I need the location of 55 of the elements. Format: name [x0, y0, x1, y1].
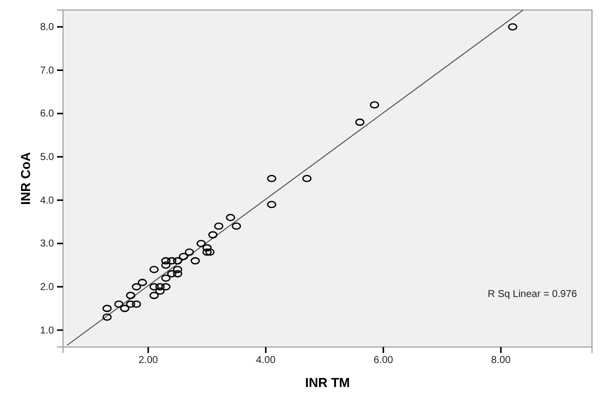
point: [149, 283, 159, 290]
point: [161, 283, 171, 290]
y-tick-label: 2.0: [40, 282, 54, 293]
point: [102, 313, 112, 321]
y-axis-title: INR CoA: [18, 152, 33, 205]
point: [126, 292, 136, 300]
point: [161, 261, 171, 269]
point: [302, 174, 312, 182]
point: [205, 248, 215, 256]
x-tick-label: 6.00: [374, 355, 394, 366]
point: [149, 266, 159, 274]
point: [267, 174, 276, 182]
y-tick-label: 3.0: [40, 238, 54, 250]
point: [226, 214, 236, 222]
point: [138, 278, 147, 286]
point: [132, 283, 142, 290]
annotation: R Sq Linear = 0.976: [488, 289, 578, 300]
y-tick-label: 8.0: [40, 22, 54, 34]
point: [208, 231, 218, 238]
point: [190, 257, 200, 264]
x-tick-label: 4.00: [256, 355, 276, 366]
x-tick-label: 2.00: [138, 355, 158, 366]
y-tick-label: 4.0: [40, 195, 54, 206]
point: [120, 304, 130, 312]
point: [126, 300, 136, 308]
point: [167, 270, 176, 278]
point: [114, 300, 124, 308]
point: [196, 240, 206, 248]
point: [102, 304, 112, 312]
point: [167, 257, 176, 264]
y-tick-label: 7.0: [40, 65, 54, 76]
point: [267, 200, 276, 208]
point: [232, 222, 242, 230]
point: [132, 300, 142, 308]
point: [508, 23, 518, 31]
point: [172, 257, 182, 264]
point: [155, 287, 165, 295]
y-tick-label: 1.0: [40, 325, 54, 336]
point: [178, 252, 188, 260]
y-tick-label: 6.0: [40, 108, 54, 120]
x-axis-title: INR TM: [305, 375, 350, 390]
point: [370, 101, 380, 109]
x-tick-label: 8.00: [491, 355, 512, 366]
point: [184, 248, 194, 256]
point: [202, 248, 212, 256]
point: [172, 270, 182, 278]
point: [172, 266, 182, 274]
point: [161, 257, 171, 264]
point: [155, 283, 165, 290]
point: [202, 244, 212, 252]
point: [161, 274, 171, 282]
point: [355, 118, 364, 126]
y-tick-label: 5.0: [40, 152, 54, 164]
point: [214, 222, 224, 230]
point: [149, 292, 159, 300]
